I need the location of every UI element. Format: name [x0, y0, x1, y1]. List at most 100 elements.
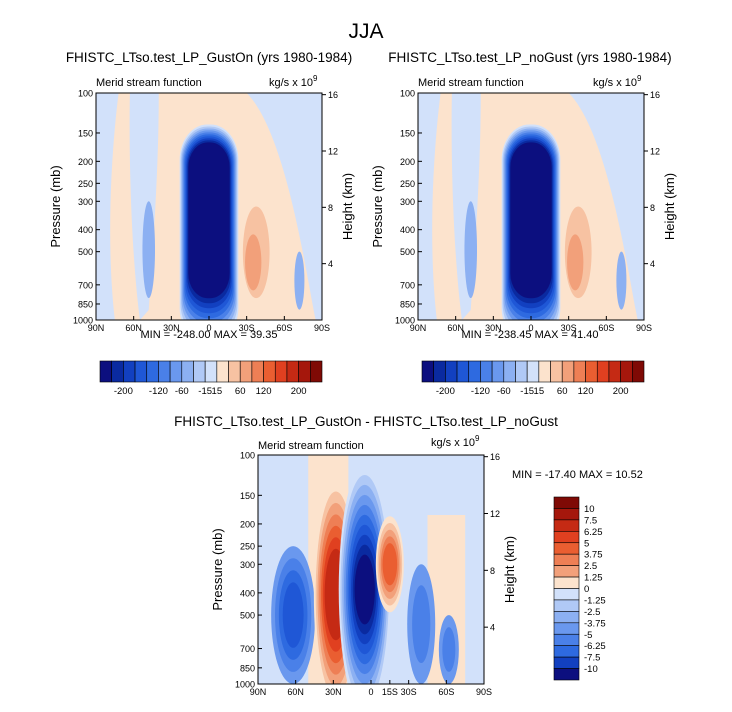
- colorbar-right-swatch: [561, 360, 575, 383]
- colorbar-right-swatch: [468, 360, 481, 383]
- panel-diff-ytick-label: 400: [240, 588, 255, 598]
- panel-diff-neg-eq-level: [354, 554, 375, 625]
- panel-diff-xtick-label: 0: [368, 687, 373, 697]
- panel-left-plot: 100 150 200 250 300 400 500 700 850 1000 16 12 8 4 90N…: [48, 89, 355, 334]
- colorbar-right: -200 -120 -60 -15 15 60 120 200: [421, 360, 645, 397]
- panel-right-plot: 100 150 200 250 300 400 500 700 850 1000 16 12 8 4 90N…: [370, 89, 677, 334]
- panel-right-ytick-label: 1000: [395, 316, 415, 326]
- colorbar-diff-swatch: [553, 599, 580, 612]
- colorbar-right-swatch: [421, 360, 434, 383]
- panel-diff: FHISTC_LTso.test_LP_GustOn - FHISTC_LTso…: [174, 414, 643, 697]
- panel-right-pos-cell-level: [567, 234, 584, 291]
- panel-right-y2tick-label: 8: [650, 203, 655, 213]
- colorbar-right-swatch: [608, 360, 621, 383]
- panel-right-ytick-label: 150: [400, 128, 415, 138]
- panel-left-y2tick-label: 4: [328, 259, 333, 269]
- panel-left-ytick-label: 250: [78, 179, 93, 189]
- colorbar-left-swatch: [146, 360, 159, 383]
- panel-diff-y2label: Height (km): [502, 536, 517, 603]
- panel-diff-ylabel: Pressure (mb): [210, 528, 225, 610]
- panel-left-ytick-label: 300: [78, 197, 93, 207]
- panel-right-y2tick-label: 4: [650, 259, 655, 269]
- panel-left-xtick-label: 60N: [125, 323, 142, 333]
- panel-right-xtick-label: 90S: [636, 323, 652, 333]
- panel-right-ytick-label: 300: [400, 197, 415, 207]
- panel-left-y2tick-label: 8: [328, 203, 333, 213]
- panel-left-ytick-label: 1000: [73, 316, 93, 326]
- colorbar-right-swatch: [585, 360, 598, 383]
- colorbar-left-label: 120: [256, 386, 272, 397]
- panel-left-y2tick-label: 12: [328, 146, 338, 156]
- panel-left-ytick-label: 500: [78, 247, 93, 257]
- panel-diff-ytick-label: 850: [240, 663, 255, 673]
- colorbar-diff-label: 7.5: [584, 515, 597, 526]
- panel-diff-xtick-label: 60S: [438, 687, 454, 697]
- colorbar-diff-swatch: [553, 496, 580, 509]
- panel-diff-unit-exp: 9: [475, 434, 480, 443]
- colorbar-diff-label: -10: [584, 664, 598, 675]
- colorbar-left-label: -120: [149, 386, 168, 397]
- colorbar-diff-label: -3.75: [584, 618, 606, 629]
- colorbar-left: -200 -120 -60 -15 15 60 120 200: [99, 360, 323, 397]
- panel-right-y2tick-label: 12: [650, 146, 660, 156]
- panel-diff-ytick-label: 150: [240, 491, 255, 501]
- panel-right-unit: kg/s x 109: [593, 74, 642, 89]
- panel-left-xtick-label: 30S: [239, 323, 255, 333]
- panel-diff-pos-15s-level: [382, 543, 398, 586]
- colorbar-diff-swatch: [553, 622, 580, 635]
- panel-right-xtick-label: 90N: [410, 323, 427, 333]
- panel-left-ytick-label: 850: [78, 299, 93, 309]
- panel-diff-ytick-label: 700: [240, 644, 255, 654]
- colorbar-diff-swatch: [553, 565, 580, 578]
- panel-diff-xtick-label: 60N: [287, 687, 304, 697]
- colorbar-diff-swatch: [553, 553, 580, 566]
- colorbar-right-swatch: [491, 360, 505, 383]
- panel-diff-unit: kg/s x 109: [431, 434, 480, 449]
- panel-left-ytick-label: 700: [78, 280, 93, 290]
- panel-right-unit-base: kg/s x 10: [593, 77, 637, 89]
- colorbar-left-swatch: [298, 360, 311, 383]
- colorbar-right-swatch: [632, 360, 645, 383]
- colorbar-diff-label: 10: [584, 504, 595, 515]
- colorbar-right-label: -60: [497, 386, 511, 397]
- page-title: JJA: [348, 20, 383, 43]
- colorbar-right-label: 200: [613, 386, 629, 397]
- panel-right-title: FHISTC_LTso.test_LP_noGust (yrs 1980-198…: [388, 50, 671, 65]
- panel-left-ytick-label: 150: [78, 128, 93, 138]
- colorbar-diff-swatch: [553, 645, 580, 658]
- colorbar-diff-label: 2.5: [584, 561, 597, 572]
- colorbar-diff-label: 5: [584, 538, 589, 549]
- colorbar-left-swatch: [169, 360, 183, 383]
- panel-diff-ytick-label: 500: [240, 611, 255, 621]
- panel-left-y2tick-label: 16: [328, 90, 338, 100]
- colorbar-left-label: 60: [235, 386, 246, 397]
- panel-diff-xtick-label: 30N: [325, 687, 342, 697]
- colorbar-left-label: -60: [175, 386, 189, 397]
- colorbar-diff-swatch: [553, 508, 580, 521]
- panel-right-y2label: Height (km): [662, 173, 677, 240]
- panel-diff-stats: MIN = -17.40 MAX = 10.52: [512, 469, 643, 481]
- panel-left-ylabel: Pressure (mb): [48, 165, 63, 247]
- colorbar-left-swatch: [274, 360, 288, 383]
- panel-right-ytick-label: 850: [400, 299, 415, 309]
- panel-left-xtick-label: 0: [206, 323, 211, 333]
- panel-right-neg-core-level: [510, 142, 552, 299]
- panel-diff-title: FHISTC_LTso.test_LP_GustOn - FHISTC_LTso…: [174, 414, 558, 429]
- panel-right-xtick-label: 0: [528, 323, 533, 333]
- colorbar-diff-swatch: [553, 519, 580, 532]
- colorbar-right-swatch: [526, 360, 540, 383]
- panel-right-xtick-label: 60N: [447, 323, 464, 333]
- colorbar-left-swatch: [193, 360, 206, 383]
- colorbar-diff-label: 6.25: [584, 527, 603, 538]
- panel-diff-y2tick-label: 16: [490, 452, 500, 462]
- colorbar-diff-swatch: [553, 611, 580, 624]
- colorbar-right-swatch: [445, 360, 458, 383]
- panel-left-neg-cell: [142, 201, 156, 299]
- colorbar-left-swatch: [251, 360, 264, 383]
- panel-right-ytick-label: 100: [400, 89, 415, 99]
- panel-diff-ytick-label: 200: [240, 519, 255, 529]
- colorbar-diff-swatch: [553, 668, 580, 681]
- colorbar-diff-swatch: [553, 576, 580, 589]
- colorbar-right-swatch: [480, 360, 493, 383]
- panel-left-neg-core-level: [188, 142, 230, 299]
